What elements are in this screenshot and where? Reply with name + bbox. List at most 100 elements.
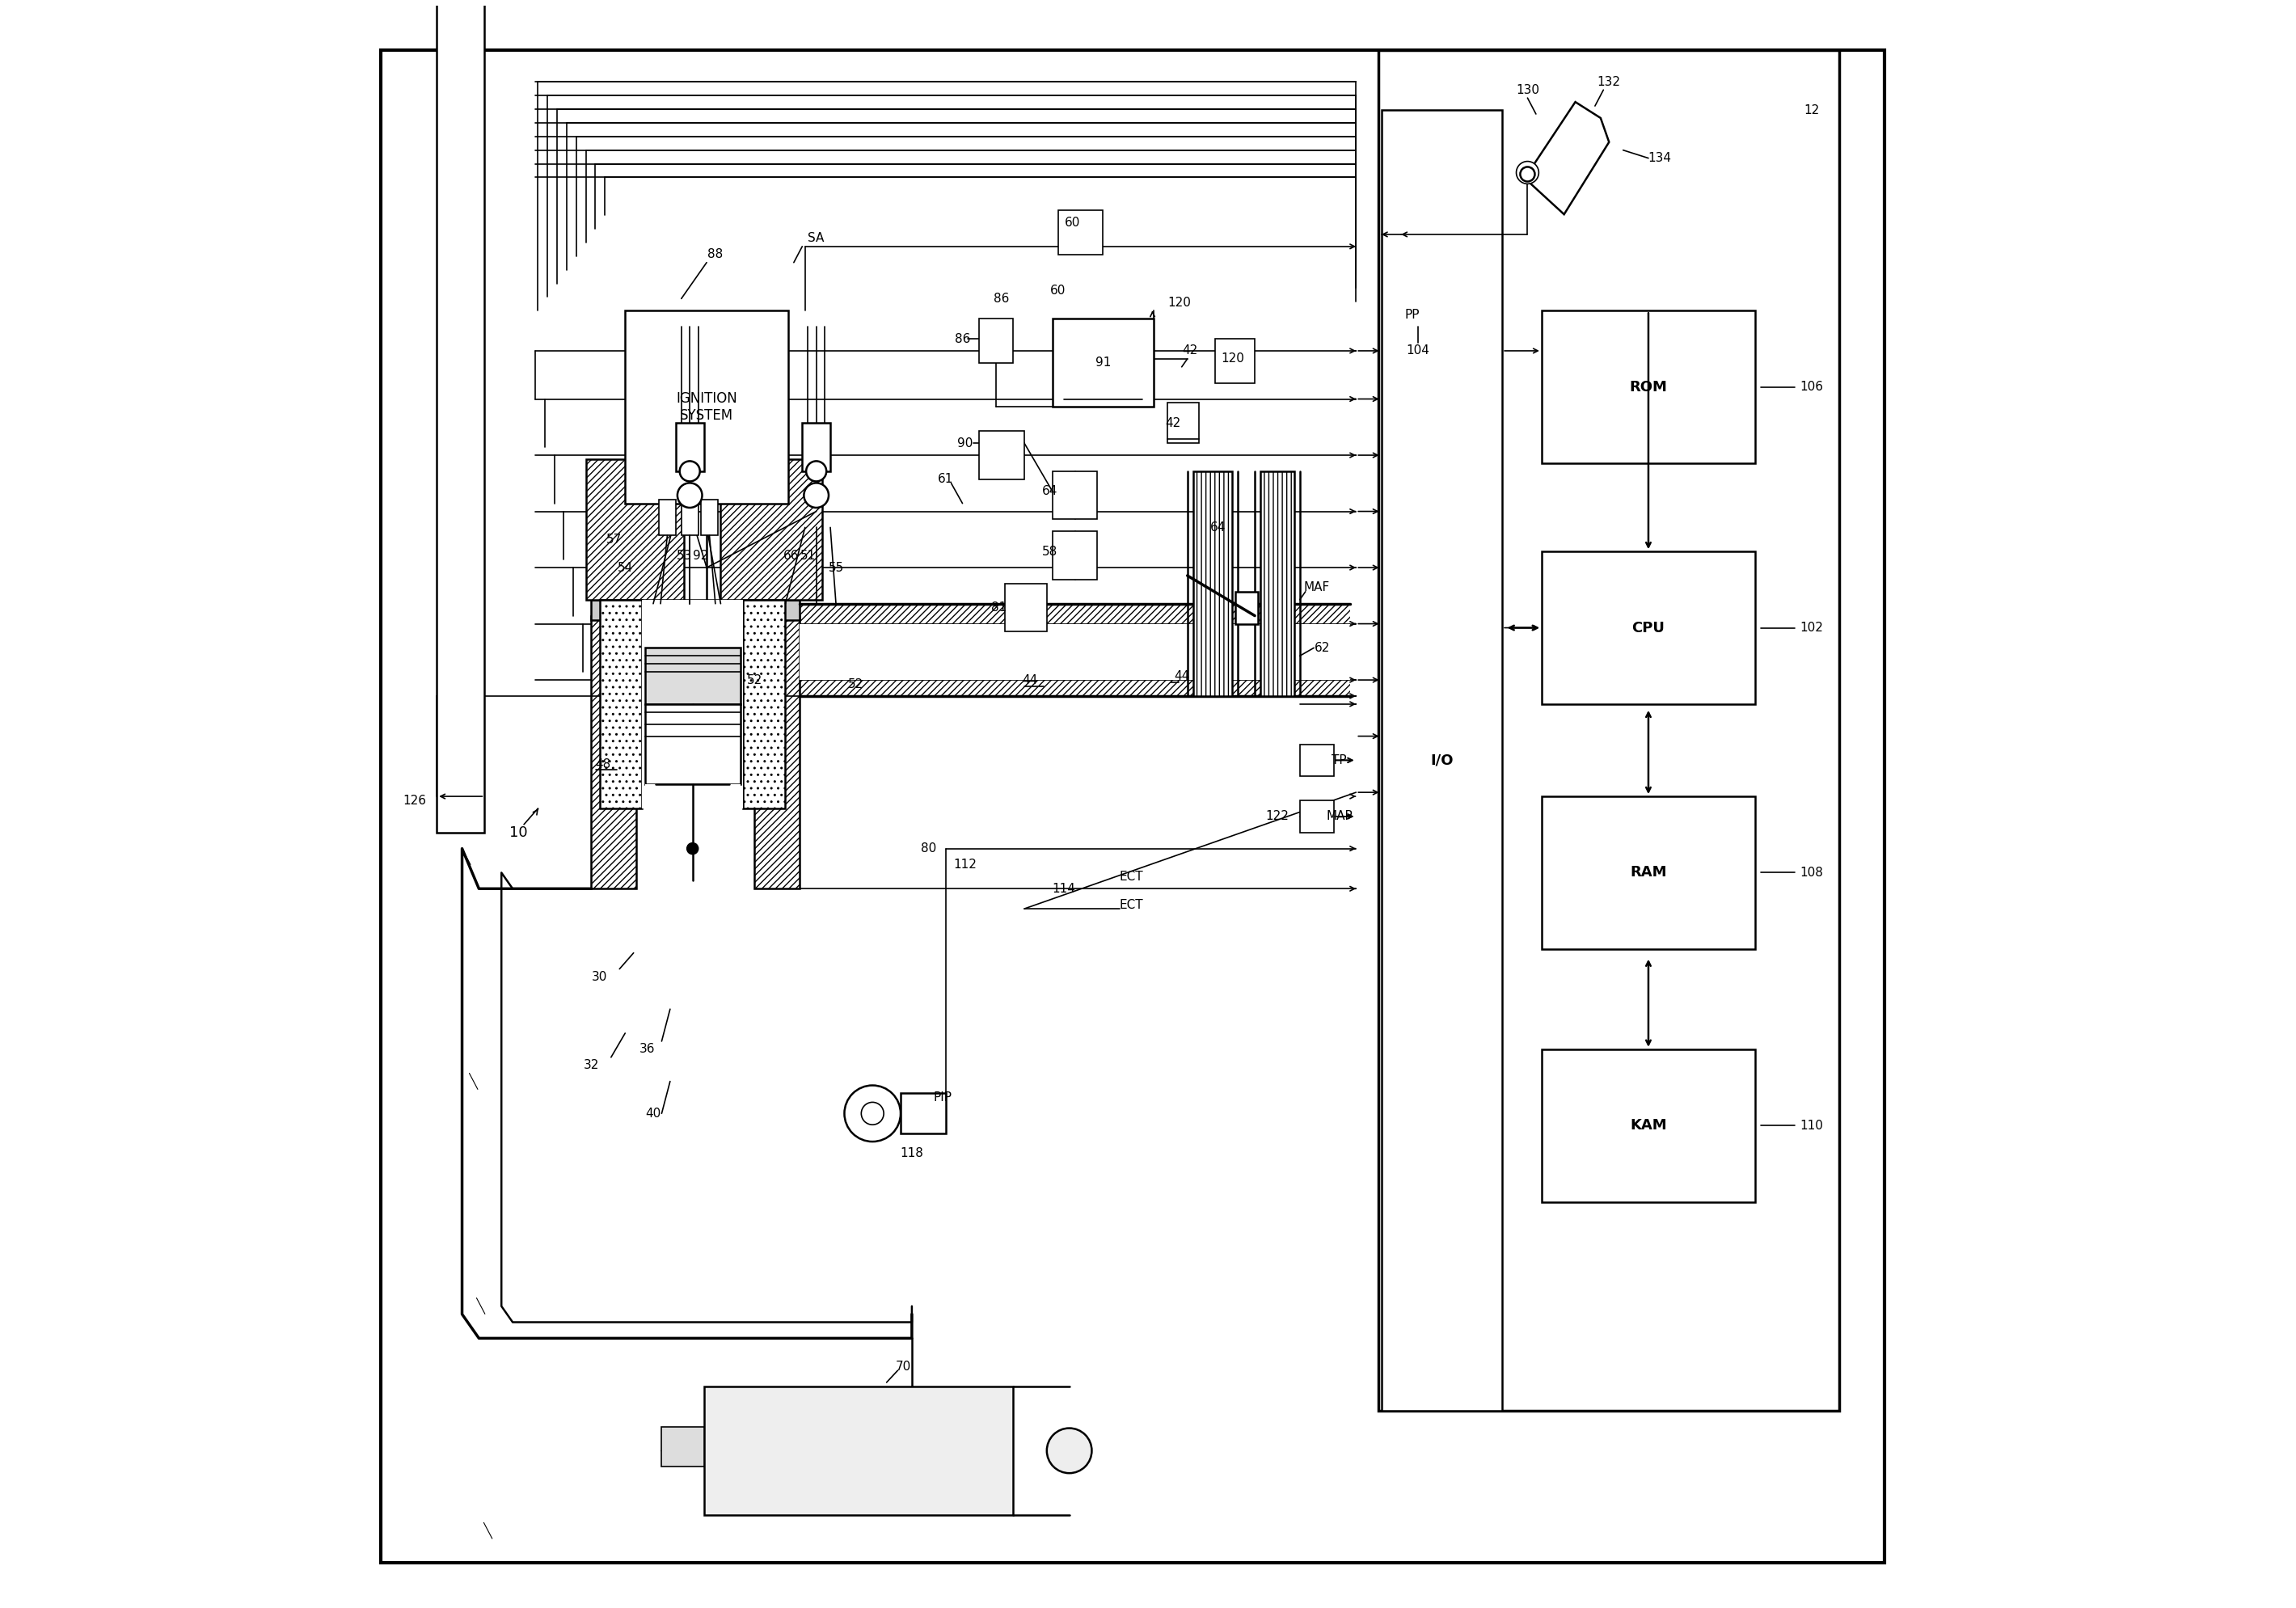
Text: MAP: MAP bbox=[1325, 810, 1352, 823]
Text: 114: 114 bbox=[1052, 883, 1075, 894]
Bar bbox=[625, 310, 788, 503]
Bar bbox=[1382, 109, 1502, 1410]
Text: 120: 120 bbox=[1221, 352, 1244, 365]
Bar bbox=[799, 680, 1350, 696]
Text: 134: 134 bbox=[1649, 153, 1671, 164]
Bar bbox=[980, 431, 1024, 479]
Text: 10: 10 bbox=[510, 825, 528, 839]
Text: 32: 32 bbox=[583, 1060, 599, 1071]
Bar bbox=[675, 423, 705, 471]
Text: 52: 52 bbox=[847, 679, 863, 690]
Text: RAM: RAM bbox=[1630, 865, 1667, 880]
Text: 42: 42 bbox=[1166, 416, 1180, 429]
Text: SA: SA bbox=[808, 233, 824, 244]
Text: 54: 54 bbox=[618, 561, 634, 574]
Text: 66: 66 bbox=[783, 550, 799, 561]
Text: 36: 36 bbox=[641, 1044, 654, 1055]
Bar bbox=[1541, 552, 1754, 704]
Bar bbox=[599, 600, 643, 809]
Bar bbox=[1541, 310, 1754, 463]
Bar bbox=[1300, 745, 1334, 777]
Text: 30: 30 bbox=[592, 971, 608, 982]
Circle shape bbox=[1520, 167, 1534, 182]
Bar bbox=[801, 423, 831, 471]
Bar bbox=[682, 500, 698, 535]
Text: 86: 86 bbox=[994, 293, 1010, 304]
Text: 112: 112 bbox=[953, 859, 976, 870]
Bar bbox=[1169, 404, 1199, 444]
Bar bbox=[1541, 796, 1754, 949]
Circle shape bbox=[1047, 1428, 1093, 1473]
Text: CPU: CPU bbox=[1632, 621, 1665, 635]
Bar bbox=[1300, 801, 1334, 833]
Text: 51: 51 bbox=[799, 550, 815, 561]
Bar bbox=[1194, 471, 1233, 696]
Bar bbox=[1541, 1050, 1754, 1201]
Circle shape bbox=[1515, 161, 1538, 183]
Bar bbox=[900, 1093, 946, 1134]
Circle shape bbox=[861, 1101, 884, 1124]
Text: 44: 44 bbox=[1022, 674, 1038, 687]
Text: 52: 52 bbox=[746, 674, 762, 687]
Text: ECT: ECT bbox=[1118, 870, 1143, 883]
Text: TP: TP bbox=[1332, 754, 1348, 767]
Bar bbox=[799, 624, 1350, 680]
Text: 60: 60 bbox=[1065, 217, 1079, 228]
Text: 104: 104 bbox=[1405, 344, 1430, 357]
Text: 57: 57 bbox=[606, 534, 622, 545]
Text: 132: 132 bbox=[1598, 76, 1621, 88]
Text: 12: 12 bbox=[1805, 105, 1818, 116]
Text: 64: 64 bbox=[1042, 486, 1058, 497]
Text: 58: 58 bbox=[1042, 545, 1058, 558]
Circle shape bbox=[687, 843, 698, 854]
Text: 92: 92 bbox=[693, 550, 709, 561]
Bar bbox=[1261, 471, 1295, 696]
Bar bbox=[585, 460, 684, 600]
Text: PP: PP bbox=[1405, 309, 1419, 320]
Text: KAM: KAM bbox=[1630, 1118, 1667, 1132]
Text: 86: 86 bbox=[955, 333, 971, 344]
Text: 102: 102 bbox=[1800, 622, 1823, 634]
Circle shape bbox=[804, 482, 829, 508]
Text: I/O: I/O bbox=[1430, 753, 1453, 767]
Bar bbox=[1235, 592, 1258, 624]
Text: 110: 110 bbox=[1800, 1119, 1823, 1132]
Text: 80: 80 bbox=[921, 843, 937, 854]
Text: 60: 60 bbox=[1049, 285, 1065, 296]
Text: 40: 40 bbox=[645, 1108, 661, 1119]
Text: 90: 90 bbox=[957, 437, 974, 449]
Bar bbox=[1006, 584, 1047, 632]
Bar bbox=[645, 648, 739, 704]
Bar bbox=[980, 318, 1013, 363]
Circle shape bbox=[680, 461, 700, 481]
Text: 81: 81 bbox=[992, 601, 1006, 614]
Bar bbox=[705, 1386, 1013, 1515]
Bar bbox=[1215, 339, 1256, 383]
Text: ROM: ROM bbox=[1630, 379, 1667, 394]
Text: ECT: ECT bbox=[1118, 899, 1143, 910]
Bar bbox=[659, 500, 675, 535]
Circle shape bbox=[806, 461, 827, 481]
Text: 108: 108 bbox=[1800, 867, 1823, 878]
Bar bbox=[755, 616, 799, 889]
Text: PIP: PIP bbox=[934, 1092, 953, 1103]
Text: 130: 130 bbox=[1515, 84, 1538, 96]
Text: 70: 70 bbox=[895, 1360, 912, 1372]
Bar bbox=[645, 704, 739, 785]
Bar bbox=[592, 616, 636, 889]
Bar bbox=[744, 600, 785, 809]
Text: 106: 106 bbox=[1800, 381, 1823, 392]
Bar bbox=[661, 1426, 705, 1466]
Bar bbox=[799, 603, 1350, 624]
Text: 42: 42 bbox=[1182, 344, 1199, 357]
Bar bbox=[1052, 471, 1097, 519]
Text: 118: 118 bbox=[900, 1148, 923, 1159]
Text: IGNITION
SYSTEM: IGNITION SYSTEM bbox=[675, 391, 737, 423]
Text: 55: 55 bbox=[829, 561, 843, 574]
Text: 122: 122 bbox=[1265, 810, 1288, 823]
Bar bbox=[721, 460, 822, 600]
Bar bbox=[1052, 318, 1153, 407]
Bar bbox=[700, 500, 719, 535]
Text: 61: 61 bbox=[937, 473, 953, 486]
Text: 126: 126 bbox=[402, 794, 427, 807]
